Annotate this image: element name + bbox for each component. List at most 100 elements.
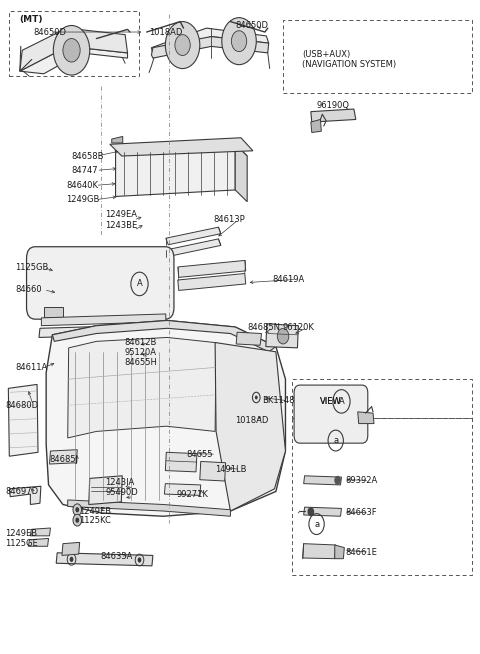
Text: BK1148: BK1148 [262, 396, 295, 405]
Polygon shape [28, 538, 48, 546]
Polygon shape [166, 239, 221, 256]
Polygon shape [266, 324, 299, 348]
Polygon shape [112, 137, 123, 143]
Text: 84685J: 84685J [49, 455, 79, 464]
Text: 1125GB: 1125GB [15, 263, 48, 272]
Polygon shape [166, 227, 221, 245]
Text: 1243JA: 1243JA [105, 479, 134, 487]
Text: 1249EB: 1249EB [5, 529, 37, 538]
Text: 84658B: 84658B [72, 152, 104, 160]
Text: 95490D: 95490D [105, 489, 138, 497]
Text: 1249GB: 1249GB [66, 196, 100, 204]
Bar [283, 20, 472, 94]
Text: 84635A: 84635A [100, 552, 132, 561]
Text: (MT): (MT) [19, 15, 42, 24]
Text: 96190Q: 96190Q [317, 101, 349, 110]
Polygon shape [235, 145, 247, 201]
Text: 84611A: 84611A [15, 363, 48, 372]
Polygon shape [165, 453, 197, 472]
Text: 84747: 84747 [72, 166, 98, 175]
Polygon shape [178, 273, 246, 290]
Polygon shape [49, 450, 77, 464]
Polygon shape [46, 320, 286, 516]
Bar [292, 419, 472, 575]
Text: a: a [333, 436, 338, 445]
Polygon shape [96, 353, 153, 370]
Text: 1491LB: 1491LB [215, 465, 246, 473]
Bar [292, 379, 472, 419]
Polygon shape [304, 476, 341, 485]
Circle shape [104, 359, 108, 364]
Text: 95120A: 95120A [124, 348, 156, 357]
Polygon shape [358, 412, 374, 424]
Circle shape [231, 31, 247, 52]
Polygon shape [304, 507, 341, 516]
Circle shape [63, 39, 80, 62]
Text: 84619A: 84619A [272, 275, 304, 284]
Circle shape [277, 328, 289, 344]
Bar [9, 11, 140, 76]
Polygon shape [39, 324, 168, 337]
Text: 84650D: 84650D [235, 21, 268, 30]
FancyBboxPatch shape [26, 247, 174, 319]
Text: (USB+AUX)
(NAVIGATION SYSTEM): (USB+AUX) (NAVIGATION SYSTEM) [302, 50, 396, 69]
Text: 84697D: 84697D [5, 487, 38, 496]
Circle shape [175, 35, 190, 56]
Text: 1249EA: 1249EA [105, 210, 137, 219]
Text: 1125GE: 1125GE [5, 539, 38, 548]
Polygon shape [8, 385, 38, 456]
Text: 84680D: 84680D [5, 401, 38, 410]
Text: 1018AD: 1018AD [149, 27, 182, 37]
Polygon shape [236, 332, 262, 345]
Text: 96120K: 96120K [282, 323, 314, 332]
FancyBboxPatch shape [294, 385, 368, 443]
Polygon shape [20, 46, 128, 74]
Text: 1018AD: 1018AD [235, 417, 269, 426]
Polygon shape [152, 28, 269, 55]
Text: 84685N: 84685N [247, 323, 280, 332]
Text: 84640K: 84640K [66, 181, 98, 190]
Polygon shape [56, 553, 153, 566]
Circle shape [73, 514, 82, 526]
Text: 1249EB: 1249EB [79, 507, 111, 515]
Circle shape [138, 557, 142, 562]
Circle shape [308, 507, 314, 516]
Text: 99271K: 99271K [177, 490, 209, 499]
Polygon shape [89, 476, 122, 504]
Text: 84660: 84660 [15, 285, 42, 294]
Circle shape [70, 557, 73, 562]
Polygon shape [30, 528, 50, 536]
Polygon shape [52, 320, 276, 352]
Polygon shape [116, 145, 235, 196]
Text: VIEW: VIEW [321, 397, 342, 406]
Text: a: a [314, 519, 319, 528]
Circle shape [53, 26, 90, 75]
Text: 1243BE: 1243BE [105, 220, 137, 230]
Polygon shape [215, 343, 286, 511]
Circle shape [75, 517, 79, 523]
Polygon shape [68, 337, 216, 438]
Polygon shape [20, 28, 128, 71]
Polygon shape [68, 500, 230, 516]
Polygon shape [164, 483, 201, 495]
Polygon shape [178, 260, 246, 277]
Circle shape [255, 396, 258, 400]
Text: 84612B: 84612B [124, 338, 156, 347]
Polygon shape [110, 138, 253, 156]
Polygon shape [62, 542, 80, 555]
Text: 84655H: 84655H [124, 358, 157, 367]
Text: 84613P: 84613P [214, 215, 245, 224]
Polygon shape [311, 120, 322, 133]
Polygon shape [44, 307, 63, 317]
Polygon shape [9, 486, 41, 504]
Text: A: A [338, 397, 344, 406]
Polygon shape [41, 314, 166, 326]
Circle shape [222, 18, 256, 65]
Polygon shape [303, 543, 336, 559]
Text: 89392A: 89392A [345, 476, 378, 485]
Circle shape [165, 22, 200, 69]
Circle shape [75, 507, 79, 512]
Text: 1125KC: 1125KC [79, 516, 110, 525]
Circle shape [73, 504, 82, 515]
Text: 84663F: 84663F [345, 509, 377, 517]
